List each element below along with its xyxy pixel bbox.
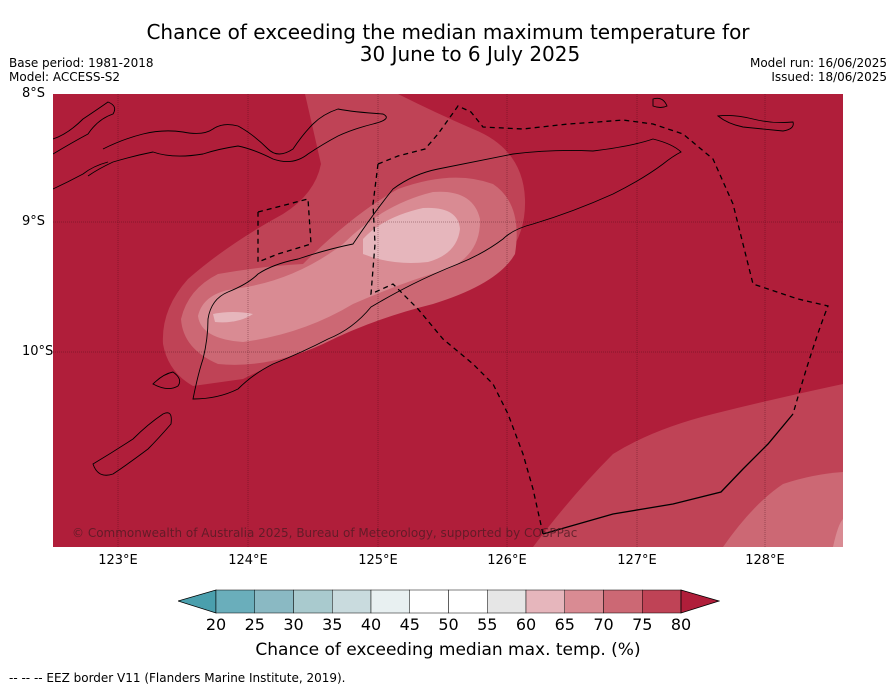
map-title-line1: Chance of exceeding the median maximum t… [146,20,750,44]
lon-label-127e: 127°E [617,553,657,568]
colorbar-cell [642,589,682,614]
colorbar-tick-label: 75 [632,615,653,634]
meta-right: Model run: 16/06/2025 Issued: 18/06/2025 [750,56,887,84]
colorbar-tick-label: 20 [205,615,227,634]
model-name: Model: ACCESS-S2 [9,70,121,84]
colorbar-cell [448,589,488,614]
colorbar-tick-label: 60 [515,615,537,634]
colorbar-under-triangle [178,589,217,614]
lon-label-126e: 126°E [487,553,527,568]
colorbar-tick-label: 30 [283,615,304,634]
colorbar-cell [603,589,643,614]
colorbar-cell [525,589,565,614]
colorbar-tick-label: 80 [670,615,692,634]
colorbar-title: Chance of exceeding median max. temp. (%… [255,640,641,660]
colorbar-over-triangle [680,589,720,614]
coastlines [53,97,794,476]
model-run: Model run: 16/06/2025 [749,56,887,70]
graticule [53,94,843,547]
colorbar-cell [215,589,255,614]
contour-60-65 [363,207,460,263]
contour-70-75-se [723,472,843,547]
lon-label-123e: 123°E [98,553,138,568]
contour-75-80-edge [833,519,843,547]
lon-label-124e: 124°E [228,553,268,568]
map-title-line2: 30 June to 6 July 2025 [359,42,581,66]
copyright-notice: © Commonwealth of Australia 2025, Bureau… [72,526,578,540]
colorbar-cell [332,589,372,614]
meta-left: Base period: 1981-2018 Model: ACCESS-S2 [9,56,154,84]
eez-border-solid [542,413,794,535]
colorbar-tick-label: 65 [554,615,575,634]
colorbar-tick-label: 55 [477,615,498,634]
colorbar-cell [564,589,604,614]
lat-label-10s: 10°S [22,344,54,359]
eez-legend-note: -- -- -- EEZ border V11 (Flanders Marine… [9,671,346,685]
colorbar-tick-label: 50 [438,615,459,634]
colorbar-cell [254,589,294,614]
eez-border [257,105,829,535]
colorbar-cell [409,589,449,614]
forecast-map [53,94,843,547]
colorbar [178,589,720,614]
base-period: Base period: 1981-2018 [9,56,154,70]
lon-label-128e: 128°E [745,553,785,568]
colorbar-tick-label: 70 [593,615,614,634]
lat-label-8s: 8°S [22,86,46,101]
contour-60-65-west [213,312,253,323]
colorbar-cell [293,589,333,614]
colorbar-tick-label: 40 [360,615,382,634]
lon-label-125e: 125°E [358,553,398,568]
issued-date: Issued: 18/06/2025 [771,70,887,84]
colorbar-tick-label: 35 [322,615,343,634]
colorbar-tick-label: 45 [399,615,420,634]
colorbar-cells [178,589,720,614]
colorbar-cell [370,589,410,614]
colorbar-cell [487,589,527,614]
lat-label-9s: 9°S [22,214,46,229]
colorbar-tick-label: 25 [244,615,265,634]
